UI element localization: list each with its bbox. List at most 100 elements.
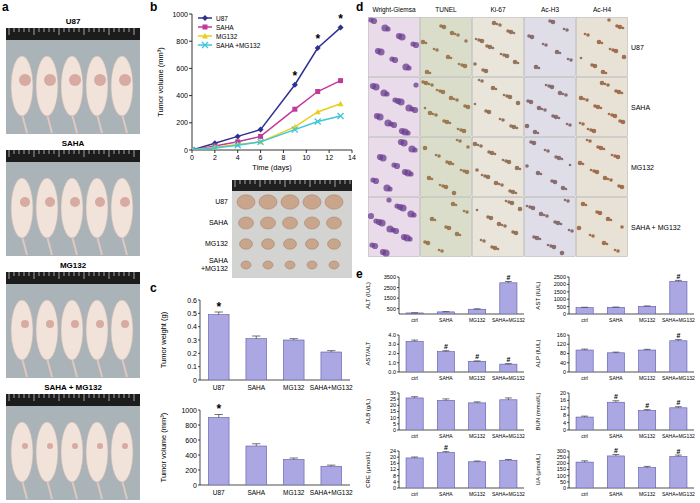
cell — [429, 72, 432, 75]
series-marker — [315, 109, 321, 114]
bar — [246, 339, 267, 380]
cell — [595, 170, 600, 175]
cell — [465, 170, 470, 175]
series-marker — [235, 142, 241, 148]
ruler-tick — [49, 272, 50, 276]
y-tick — [397, 411, 399, 412]
ruler-tick — [84, 150, 85, 157]
series-marker — [338, 113, 344, 119]
y-tick — [397, 308, 399, 309]
cell — [568, 229, 571, 232]
error-cap — [675, 339, 682, 340]
y-axis-label: ALP (IU/L) — [535, 340, 541, 368]
mouse-photo — [6, 28, 140, 134]
error-bar — [474, 401, 481, 403]
ruler-tick — [94, 272, 95, 276]
ruler-tick — [69, 28, 70, 32]
y-axis-label: ALT (IU/L) — [365, 282, 371, 309]
bar-chart: 500150025003500ALT (IU/L)ctrlSAHAMG132SA… — [365, 274, 525, 323]
image-background — [421, 138, 472, 197]
ruler-tick — [14, 150, 15, 154]
cell — [537, 106, 542, 111]
x-tick — [306, 150, 307, 153]
cell — [387, 186, 392, 191]
ruler-tick — [134, 150, 135, 157]
bar — [246, 446, 267, 485]
mouse-body — [86, 422, 108, 482]
series-marker — [338, 78, 343, 83]
tumor — [328, 239, 341, 249]
cell — [434, 219, 437, 222]
ruler-tick — [9, 272, 10, 279]
cell — [477, 144, 480, 147]
legend-marker — [202, 15, 208, 21]
bar-chart: 050100150200250300UA (μmol/L)ctrlSAHA#MG… — [535, 447, 695, 497]
cell — [481, 174, 484, 177]
cell — [589, 234, 592, 237]
cell — [606, 243, 609, 246]
bar — [500, 400, 517, 430]
ruler-tick — [49, 28, 50, 32]
error-bar — [612, 307, 619, 308]
error-bar — [581, 349, 588, 351]
cell — [561, 186, 566, 191]
x-tick-label: 0 — [190, 154, 194, 161]
mouse-tail — [72, 236, 77, 255]
cell — [480, 239, 483, 242]
error-bar — [474, 308, 481, 309]
error-bar — [505, 398, 512, 400]
y-tick-label: 400 — [176, 92, 188, 99]
label-line: MG132 — [205, 240, 228, 247]
y-tick — [189, 122, 192, 123]
cell — [613, 114, 618, 119]
error-cap — [327, 465, 335, 466]
cell — [579, 122, 582, 125]
mouse-tail — [97, 236, 102, 255]
photo-label: MG132 — [60, 261, 87, 270]
cell — [436, 89, 439, 92]
x-tick-label: MG132 — [639, 491, 656, 497]
y-tick-label: 30 — [390, 390, 396, 396]
tumor — [303, 195, 321, 209]
cell — [510, 201, 515, 206]
cell — [556, 221, 561, 226]
annotation: # — [614, 447, 618, 454]
ruler-tick — [245, 180, 246, 184]
ruler-tick — [24, 150, 25, 154]
cell — [372, 83, 379, 90]
ruler-tick — [9, 150, 10, 157]
error-cap — [505, 281, 512, 282]
cell — [614, 49, 619, 54]
cell — [563, 28, 566, 31]
cell — [368, 213, 374, 219]
cell — [466, 145, 470, 149]
cell — [593, 64, 598, 69]
y-tick — [397, 488, 399, 489]
series-marker — [258, 127, 264, 133]
label-line: SAHA — [209, 219, 228, 226]
ruler-tick — [350, 180, 351, 184]
bar-chart: 04080120160ALP (IU/L)ctrlSAHAMG132SAHA+M… — [535, 332, 695, 381]
cell — [525, 124, 530, 129]
photo-row-label: SAHA+MG132 — [201, 257, 228, 272]
cell — [478, 79, 481, 82]
y-tick — [567, 422, 569, 423]
ruler-tick — [39, 272, 40, 276]
panel-letter: b — [150, 0, 157, 14]
legend-label: SAHA — [216, 24, 234, 31]
row-label: U87 — [631, 44, 644, 51]
cell — [550, 85, 555, 90]
cell — [449, 96, 454, 101]
error-cap — [290, 458, 298, 459]
cell — [408, 171, 413, 176]
cell — [407, 236, 412, 241]
cell — [454, 33, 457, 36]
annotation: # — [676, 448, 680, 455]
histology-image — [473, 138, 524, 197]
cell — [425, 42, 428, 45]
mouse-tumor — [97, 443, 103, 449]
cell — [487, 110, 492, 115]
y-tick-label: 2.0 — [388, 350, 396, 356]
bar-chart: 00.10.20.30.40.50.6Tumor weight (g)U87*S… — [159, 297, 353, 391]
bar — [208, 315, 229, 380]
